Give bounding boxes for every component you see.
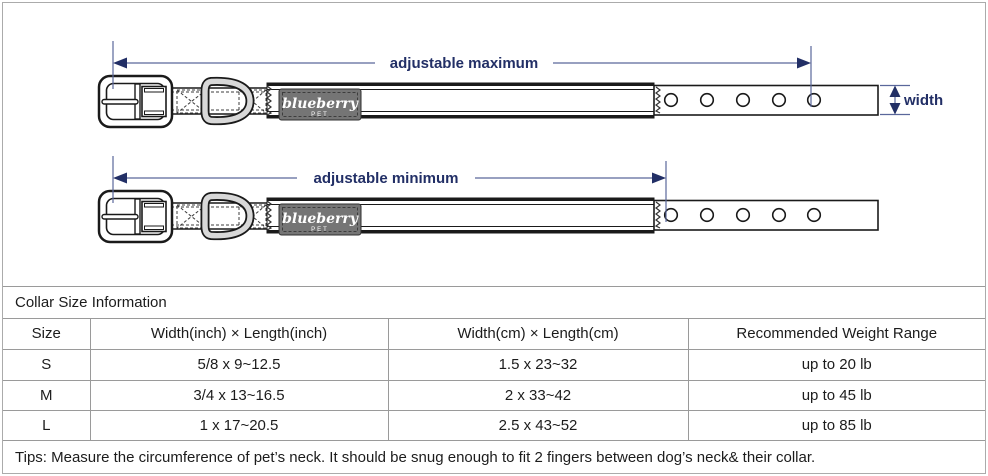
cell-inch: 3/4 x 13~16.5: [89, 379, 389, 411]
col-header-size: Size: [3, 318, 91, 350]
arrowhead-down-icon: [889, 103, 901, 115]
table-row-l: L 1 x 17~20.5 2.5 x 43~52 up to 85 lb: [3, 409, 985, 441]
collar-diagrams: blueberry PET: [3, 41, 943, 286]
arrowhead-right-icon: [797, 57, 811, 69]
dimension-adjustable-maximum: adjustable maximum: [112, 41, 812, 107]
cell-weight: up to 45 lb: [687, 379, 985, 411]
adjustable-minimum-label: adjustable minimum: [313, 170, 458, 187]
adjustable-maximum-label: adjustable maximum: [390, 55, 538, 72]
col-header-inch: Width(inch) × Length(inch): [89, 318, 389, 350]
width-label: width: [903, 92, 943, 109]
table-row-s: S 5/8 x 9~12.5 1.5 x 23~32 up to 20 lb: [3, 348, 985, 381]
arrowhead-right-icon: [652, 172, 666, 184]
arrowhead-up-icon: [889, 85, 901, 97]
col-header-cm: Width(cm) × Length(cm): [387, 318, 689, 350]
cell-size: S: [3, 348, 91, 381]
cell-inch: 5/8 x 9~12.5: [89, 348, 389, 381]
col-header-weight: Recommended Weight Range: [687, 318, 985, 350]
table-header-row: Size Width(inch) × Length(inch) Width(cm…: [3, 318, 985, 350]
section-title: Collar Size Information: [3, 287, 985, 319]
cell-size: L: [3, 409, 91, 441]
cell-weight: up to 20 lb: [687, 348, 985, 381]
dimension-width: width: [880, 84, 943, 116]
arrowhead-left-icon: [113, 57, 127, 69]
cell-size: M: [3, 379, 91, 411]
cell-cm: 1.5 x 23~32: [387, 348, 689, 381]
table-row-m: M 3/4 x 13~16.5 2 x 33~42 up to 45 lb: [3, 379, 985, 411]
dimension-adjustable-minimum: adjustable minimum: [112, 156, 667, 222]
tips-note: Tips: Measure the circumference of pet’s…: [3, 440, 985, 473]
cell-cm: 2 x 33~42: [387, 379, 689, 411]
size-table: Size Width(inch) × Length(inch) Width(cm…: [3, 318, 985, 441]
collar-diagram-maximum: [99, 76, 878, 127]
collar-diagram-panel: blueberry PET: [3, 3, 985, 287]
arrowhead-left-icon: [113, 172, 127, 184]
collar-diagram-minimum: [99, 191, 878, 242]
cell-inch: 1 x 17~20.5: [89, 409, 389, 441]
cell-weight: up to 85 lb: [687, 409, 985, 441]
cell-cm: 2.5 x 43~52: [387, 409, 689, 441]
